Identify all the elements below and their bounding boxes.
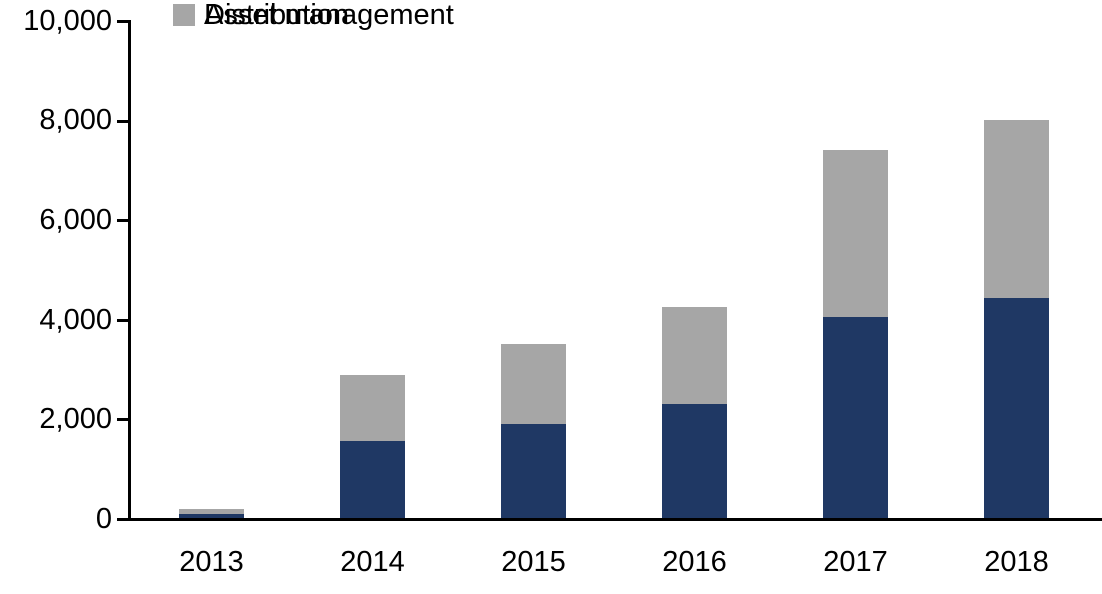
bar-segment-2016-asset-management[interactable] xyxy=(662,403,727,518)
bar-segment-2017-distribution[interactable] xyxy=(823,150,888,317)
plot-area xyxy=(131,21,1097,518)
y-axis-label: 2,000 xyxy=(39,403,112,435)
y-axis-tick xyxy=(117,20,131,23)
stacked-bar-2018[interactable] xyxy=(984,120,1049,518)
bar-segment-2017-asset-management[interactable] xyxy=(823,316,888,518)
legend-swatch-distribution-icon xyxy=(173,4,195,26)
bar-slot-2014 xyxy=(292,21,453,518)
bar-slot-2018 xyxy=(936,21,1097,518)
bar-slot-2016 xyxy=(614,21,775,518)
bar-segment-2018-distribution[interactable] xyxy=(984,120,1049,298)
stacked-bar-2017[interactable] xyxy=(823,150,888,518)
stacked-bar-2015[interactable] xyxy=(501,344,566,518)
y-axis-tick xyxy=(117,319,131,322)
x-axis-label-2017: 2017 xyxy=(823,546,888,578)
y-axis-label: 8,000 xyxy=(39,104,112,136)
bar-slot-2013 xyxy=(131,21,292,518)
legend-item-distribution[interactable]: Distribution xyxy=(173,0,349,30)
bar-slot-2015 xyxy=(453,21,614,518)
x-axis-label-2016: 2016 xyxy=(662,546,727,578)
y-axis-label: 10,000 xyxy=(23,5,112,37)
x-axis-line xyxy=(117,518,1102,521)
bar-segment-2016-distribution[interactable] xyxy=(662,306,727,404)
y-axis-tick xyxy=(117,418,131,421)
x-axis-label-2015: 2015 xyxy=(501,546,566,578)
stacked-bar-2016[interactable] xyxy=(662,306,727,518)
bar-segment-2018-asset-management[interactable] xyxy=(984,297,1049,518)
x-axis-label-2018: 2018 xyxy=(984,546,1049,578)
x-axis-label-2014: 2014 xyxy=(340,546,405,578)
legend-item-asset-management[interactable]: Asset management xyxy=(173,0,454,30)
y-axis-line xyxy=(128,20,131,521)
bar-segment-2014-asset-management[interactable] xyxy=(340,440,405,518)
x-axis-label-2013: 2013 xyxy=(179,546,244,578)
bar-segment-2013-distribution[interactable] xyxy=(179,508,244,514)
bar-segment-2014-distribution[interactable] xyxy=(340,375,405,441)
y-axis-label: 6,000 xyxy=(39,204,112,236)
bar-segment-2015-asset-management[interactable] xyxy=(501,423,566,518)
y-axis-tick xyxy=(117,120,131,123)
stacked-bar-2013[interactable] xyxy=(179,508,244,518)
legend-label-distribution: Distribution xyxy=(204,0,350,31)
legend-label-asset-management: Asset management xyxy=(204,0,454,31)
bar-segment-2013-asset-management[interactable] xyxy=(179,513,244,518)
y-axis-label: 0 xyxy=(95,503,112,535)
bar-segment-2015-distribution[interactable] xyxy=(501,344,566,424)
stacked-bar-2014[interactable] xyxy=(340,375,405,518)
y-axis-tick xyxy=(117,219,131,222)
x-axis-labels: 2013 2014 2015 2016 2017 2018 xyxy=(131,546,1097,578)
y-axis-label: 4,000 xyxy=(39,304,112,336)
bar-slot-2017 xyxy=(775,21,936,518)
